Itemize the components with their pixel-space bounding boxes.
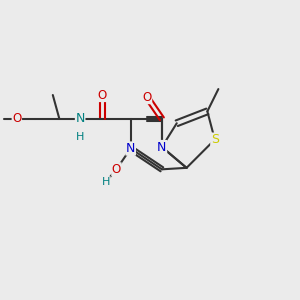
Text: N: N (126, 142, 135, 155)
Text: O: O (142, 91, 152, 103)
Text: N: N (157, 140, 167, 154)
Text: H: H (76, 132, 84, 142)
Text: N: N (76, 112, 85, 125)
Text: O: O (12, 112, 22, 125)
Text: O: O (98, 88, 107, 101)
Text: H: H (102, 177, 110, 187)
Text: S: S (211, 133, 219, 146)
Text: O: O (112, 163, 121, 176)
